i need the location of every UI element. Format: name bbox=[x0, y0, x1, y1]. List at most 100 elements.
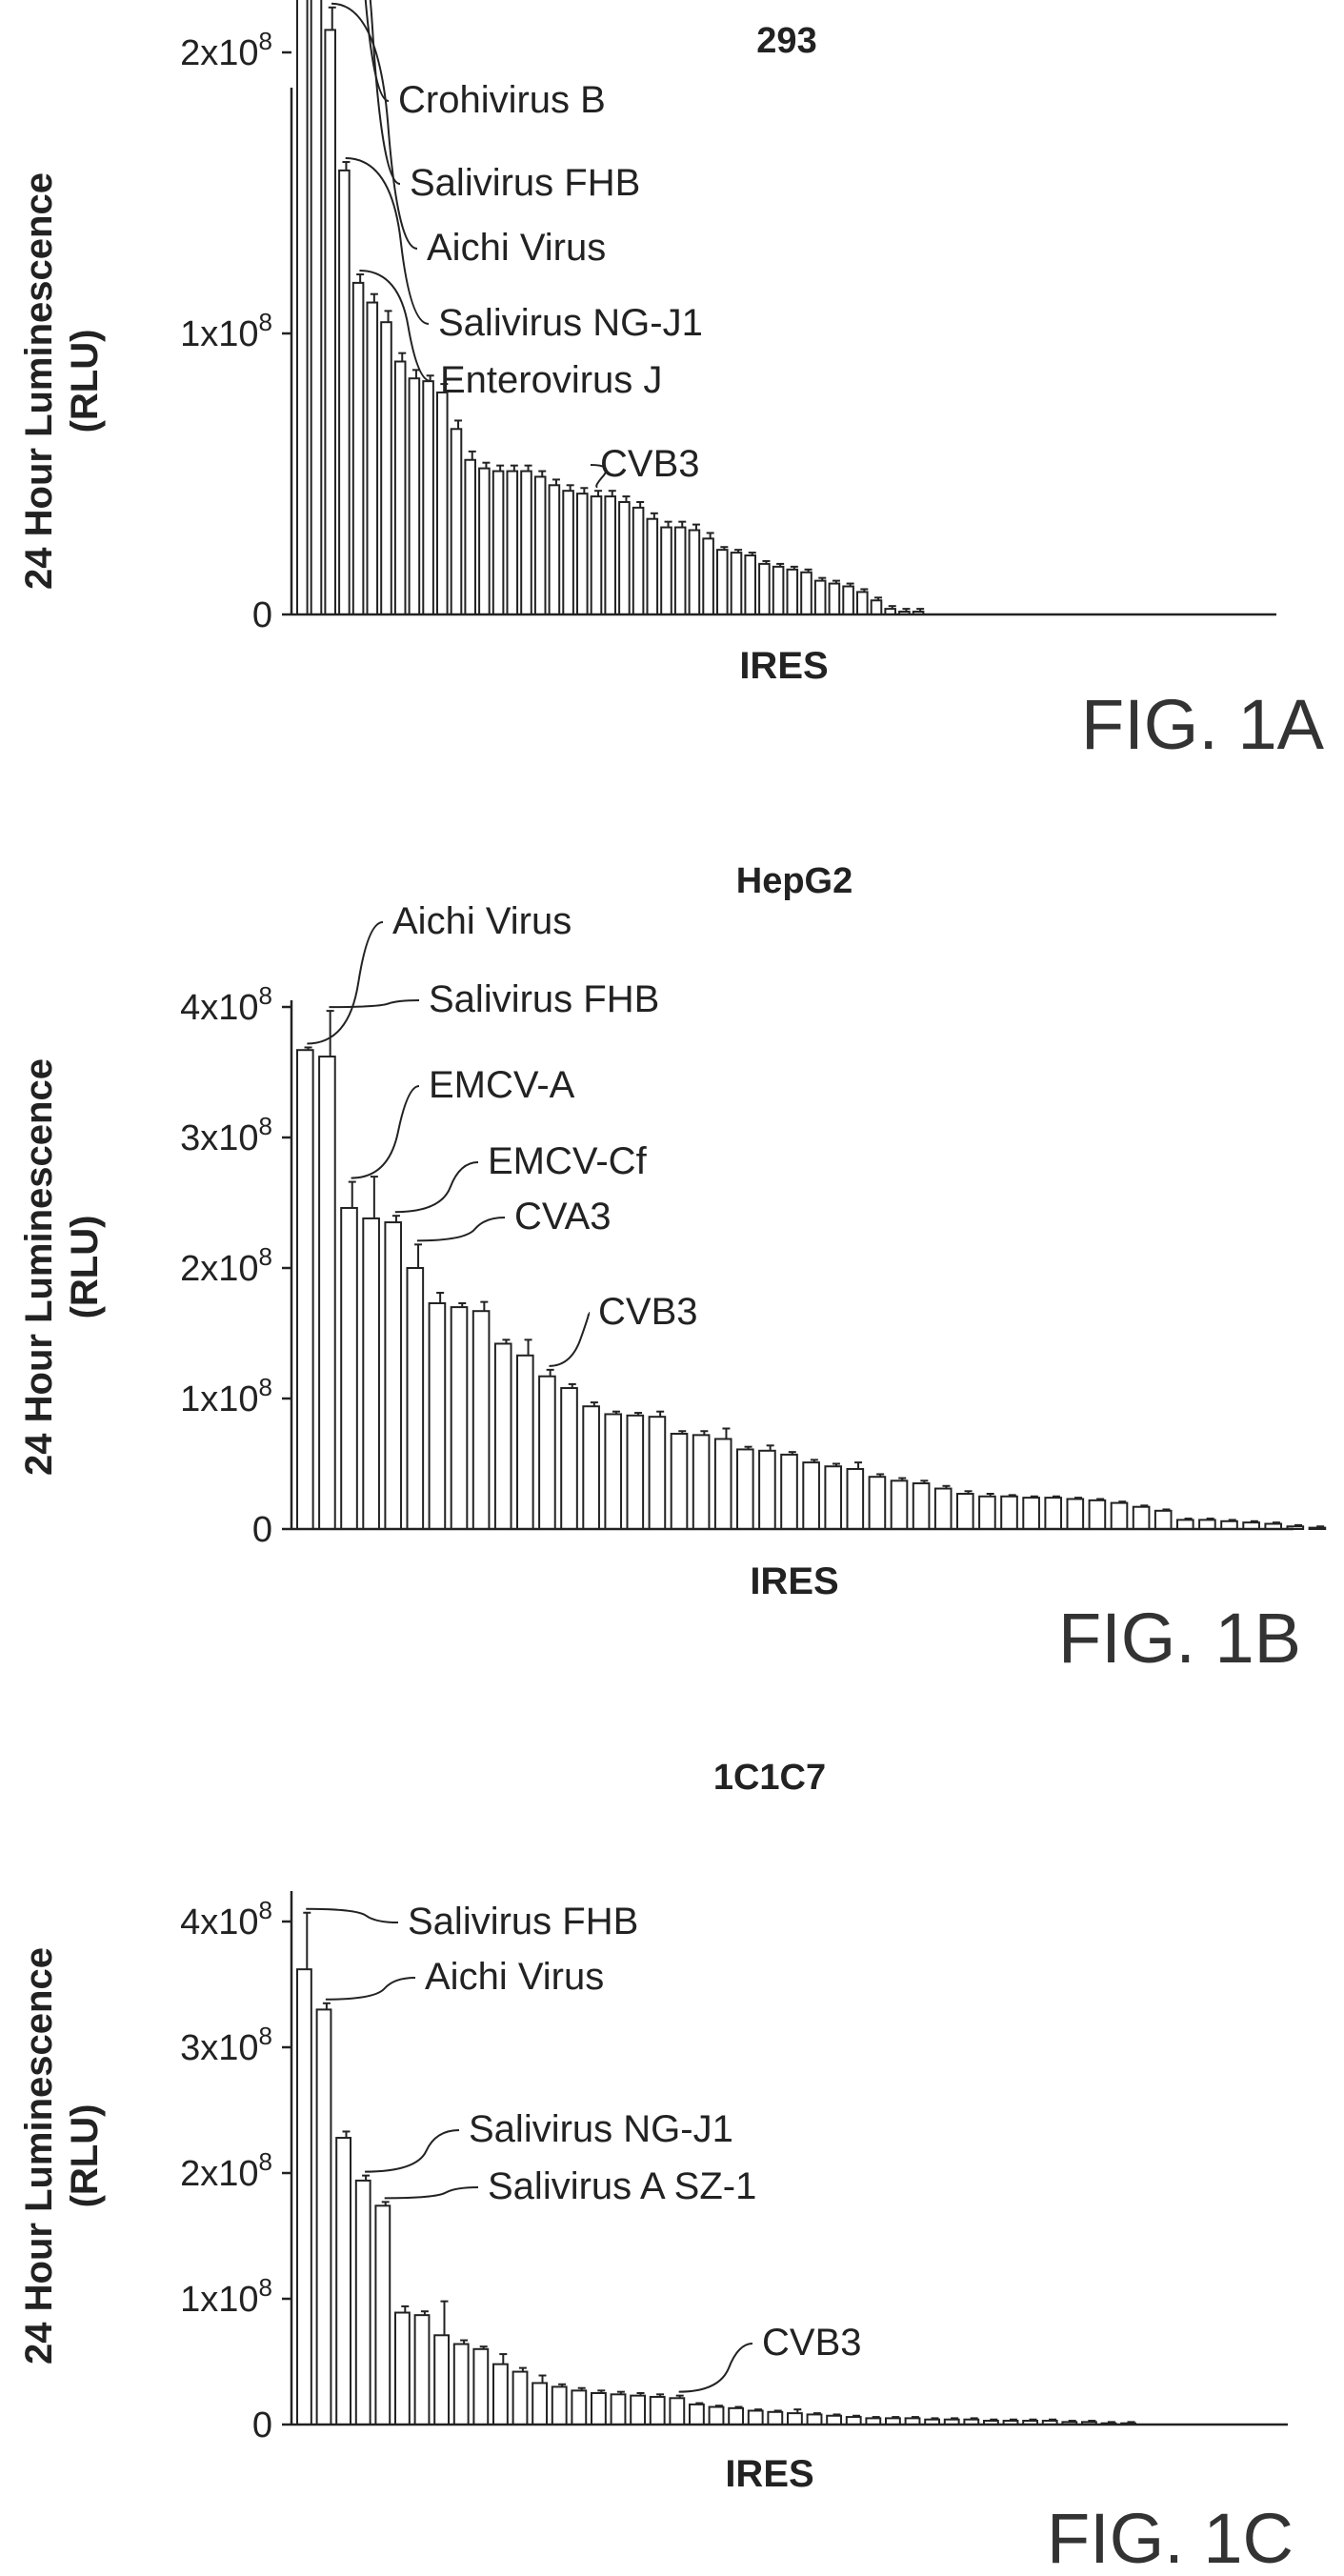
annotation-label: EMCV-A bbox=[429, 1064, 575, 1106]
bar bbox=[436, 391, 449, 616]
annotation-label: Salivirus FHB bbox=[410, 162, 640, 204]
y-axis-label: 24 Hour Luminescence bbox=[18, 1058, 60, 1476]
bar bbox=[393, 360, 407, 615]
bar bbox=[669, 2397, 686, 2426]
y-tick-label: 3x108 bbox=[180, 1112, 272, 1158]
bar bbox=[406, 1267, 425, 1530]
bar bbox=[1110, 1501, 1129, 1530]
bar bbox=[428, 1301, 447, 1530]
bar bbox=[870, 599, 883, 615]
bar bbox=[826, 2414, 843, 2426]
annotation-leader bbox=[345, 157, 430, 325]
bar bbox=[354, 2179, 371, 2425]
bar bbox=[512, 2370, 529, 2426]
bar bbox=[362, 1217, 380, 1530]
bar bbox=[649, 2395, 666, 2425]
annotation-leader bbox=[369, 0, 401, 185]
bar bbox=[646, 517, 659, 616]
error-bars bbox=[304, 1010, 1325, 1528]
bar bbox=[464, 458, 476, 615]
bar bbox=[692, 1434, 711, 1530]
bar bbox=[562, 490, 574, 616]
bar bbox=[408, 377, 421, 616]
bar bbox=[626, 1414, 645, 1531]
bar bbox=[472, 2347, 490, 2426]
y-tick-label: 2x108 bbox=[180, 2147, 272, 2194]
annotation-label: Enterovirus J bbox=[440, 359, 662, 401]
bar bbox=[413, 2314, 431, 2425]
bar bbox=[890, 1479, 909, 1531]
bar bbox=[730, 552, 743, 615]
bar bbox=[1000, 1495, 1018, 1530]
annotation-label: CVB3 bbox=[598, 1291, 698, 1333]
y-tick-label: 2x108 bbox=[180, 27, 272, 73]
annotation-leader bbox=[678, 2343, 753, 2393]
annotation-label: CVB3 bbox=[762, 2322, 862, 2364]
bar bbox=[340, 1206, 358, 1530]
annotation-label: Aichi Virus bbox=[427, 227, 606, 269]
y-tick-label: 4x108 bbox=[180, 1896, 272, 1942]
annotation-leader bbox=[331, 2, 418, 250]
bar bbox=[380, 321, 392, 615]
bar bbox=[1132, 1505, 1151, 1530]
bar bbox=[1198, 1519, 1216, 1531]
annotation-label: CVB3 bbox=[600, 443, 700, 485]
bar bbox=[912, 1482, 931, 1531]
annotation-label: Salivirus NG-J1 bbox=[469, 2108, 733, 2150]
bar bbox=[516, 1354, 534, 1531]
bar bbox=[315, 2008, 332, 2425]
bar bbox=[744, 554, 756, 615]
figure-label: FIG. 1C bbox=[1047, 2499, 1294, 2576]
bar bbox=[1066, 1498, 1085, 1530]
bar bbox=[533, 475, 547, 616]
bar bbox=[802, 1461, 820, 1531]
chart-title: 293 bbox=[756, 21, 816, 61]
annotation-label: Salivirus FHB bbox=[408, 1901, 638, 1942]
bars bbox=[296, 1049, 1327, 1531]
bar bbox=[673, 526, 687, 615]
bar bbox=[532, 2382, 549, 2425]
annotation-leader bbox=[549, 1312, 591, 1367]
figure-label: FIG. 1A bbox=[1081, 685, 1325, 764]
y-tick-label: 1x108 bbox=[180, 2273, 272, 2320]
bar bbox=[660, 526, 672, 615]
bar bbox=[702, 537, 714, 615]
annotation-label: Salivirus A SZ-1 bbox=[488, 2165, 756, 2207]
bar bbox=[590, 495, 603, 615]
bar bbox=[670, 1432, 689, 1530]
bar bbox=[824, 1465, 843, 1530]
bar bbox=[713, 1438, 732, 1530]
x-axis-label: IRES bbox=[725, 2453, 813, 2495]
y-tick-label: 2x108 bbox=[180, 1242, 272, 1289]
y-tick-label: 4x108 bbox=[180, 981, 272, 1028]
bar bbox=[648, 1416, 667, 1531]
bar bbox=[296, 1049, 314, 1530]
bar bbox=[324, 29, 336, 615]
y-tick-label: 0 bbox=[252, 1510, 272, 1550]
annotation-leader bbox=[351, 1085, 420, 1179]
bar bbox=[571, 2389, 588, 2426]
bar bbox=[506, 470, 519, 615]
bar bbox=[351, 281, 365, 615]
bar bbox=[576, 493, 589, 616]
bar bbox=[813, 579, 827, 615]
annotation-label: Aichi Virus bbox=[425, 1956, 604, 1998]
chart-panel-c: 1C1C7 24 Hour Luminescence (RLU) 0 1x108 2… bbox=[18, 1758, 1294, 2576]
error-bars bbox=[303, 1911, 1135, 2424]
bar bbox=[491, 470, 505, 615]
bar bbox=[1022, 1497, 1040, 1530]
bar bbox=[630, 2394, 647, 2425]
x-axis-label: IRES bbox=[750, 1560, 838, 1602]
bar bbox=[492, 2363, 509, 2425]
y-ticks: 0 1x108 2x108 3x108 4x108 bbox=[180, 981, 291, 1550]
bar bbox=[1153, 1509, 1173, 1530]
y-axis-label: 24 Hour Luminescence bbox=[18, 1947, 60, 2365]
y-ticks: 0 1x108 2x108 3x108 4x108 bbox=[180, 1896, 291, 2445]
bar bbox=[632, 506, 645, 616]
chart-title: 1C1C7 bbox=[713, 1758, 826, 1798]
chart-title: HepG2 bbox=[736, 861, 853, 901]
bar bbox=[828, 582, 841, 615]
bar bbox=[846, 1467, 865, 1530]
bars bbox=[296, 1968, 1137, 2426]
